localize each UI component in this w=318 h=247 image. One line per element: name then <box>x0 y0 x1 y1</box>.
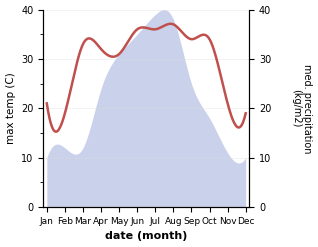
Y-axis label: max temp (C): max temp (C) <box>5 72 16 144</box>
Y-axis label: med. precipitation
(kg/m2): med. precipitation (kg/m2) <box>291 64 313 153</box>
X-axis label: date (month): date (month) <box>105 231 187 242</box>
